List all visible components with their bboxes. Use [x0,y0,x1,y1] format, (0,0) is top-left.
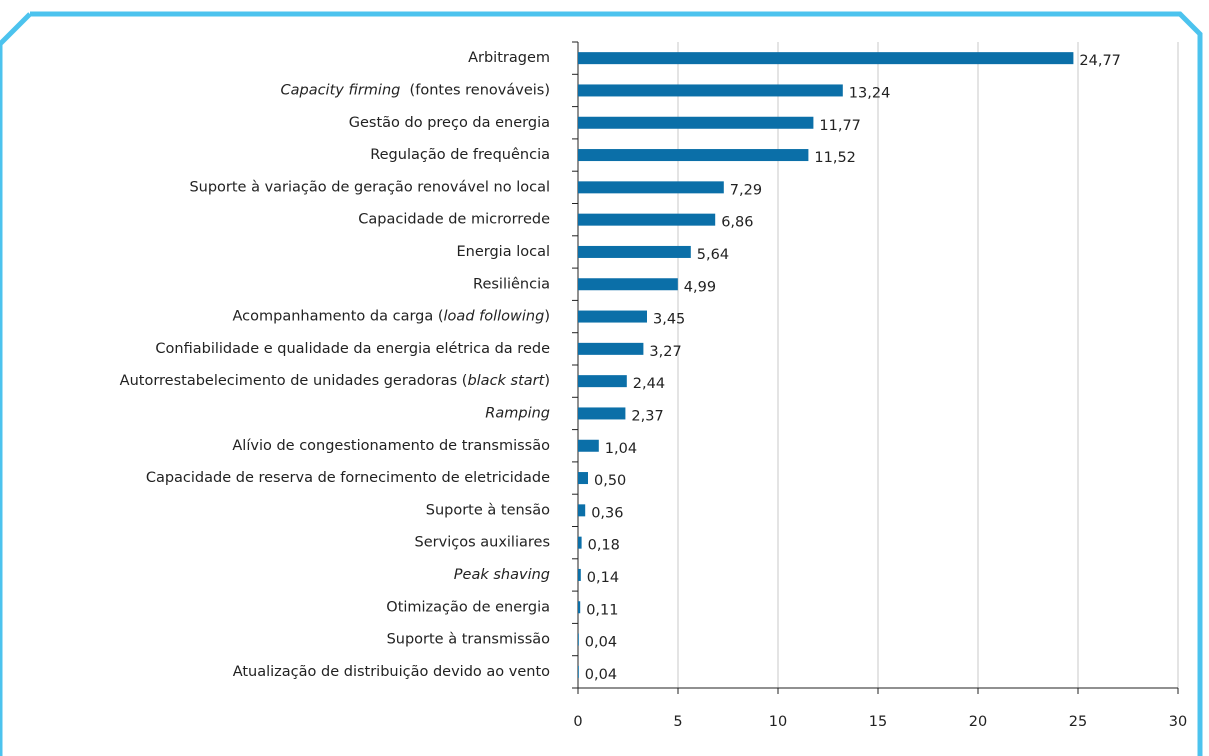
data-label: 0,14 [587,570,619,586]
data-label: 2,37 [631,408,663,424]
data-label: 1,04 [605,441,637,457]
bar [578,375,627,388]
bar [578,213,716,226]
data-label: 0,50 [594,473,626,489]
bar [578,116,814,129]
y-tick-label: Suporte à tensão [426,502,550,518]
y-tick-label: Gestão do preço da energia [349,115,550,131]
y-tick-label: Otimização de energia [386,599,550,615]
data-label: 0,18 [588,538,620,554]
y-tick-label: Capacity firming (fontes renováveis) [280,82,550,98]
label-part: ) [544,373,550,389]
y-tick-label: Regulação de frequência [370,147,550,163]
x-tick-label: 20 [969,714,987,730]
y-tick-label: Ramping [485,405,550,421]
y-tick-label: Peak shaving [454,567,550,583]
y-tick-label: Autorrestabelecimento de unidades gerado… [120,373,550,389]
data-label: 3,45 [653,312,685,328]
bar [578,568,581,581]
data-label: 7,29 [730,182,762,198]
label-part: black start [467,373,545,389]
bar [578,472,588,485]
data-label: 5,64 [697,247,729,263]
label-part: Capacity firming [280,82,400,98]
bar [578,439,599,452]
x-tick-label: 25 [1069,714,1087,730]
data-label: 11,77 [819,118,861,134]
y-tick-label: Capacidade de reserva de fornecimento de… [146,470,550,486]
bar [578,342,644,355]
x-tick-label: 30 [1169,714,1187,730]
y-tick-label: Suporte à variação de geração renovável … [189,179,550,195]
y-tick-label: Atualização de distribuição devido ao ve… [233,664,550,680]
label-part: ) [544,309,550,325]
bar [578,536,582,549]
x-tick-label: 15 [869,714,887,730]
data-label: 11,52 [814,150,856,166]
data-label: 13,24 [849,85,891,101]
data-label: 3,27 [649,344,681,360]
y-tick-label: Resiliência [473,276,550,292]
y-tick-label: Arbitragem [468,50,550,66]
bar [578,310,647,323]
label-part: Ramping [485,405,550,421]
label-part: Acompanhamento da carga ( [233,309,444,325]
bar [578,504,586,517]
bar [578,278,678,291]
bar [578,84,843,97]
data-label: 2,44 [633,376,665,392]
label-part: load following [444,309,545,325]
y-tick-label: Confiabilidade e qualidade da energia el… [155,341,550,357]
data-label: 0,11 [586,602,618,618]
label-part: Autorrestabelecimento de unidades gerado… [120,373,468,389]
y-tick-label: Energia local [457,244,551,260]
y-tick-label: Serviços auxiliares [415,535,550,551]
x-tick-label: 10 [769,714,787,730]
data-label: 0,04 [585,635,617,651]
bar [578,407,626,420]
data-label: 4,99 [684,279,716,295]
x-tick-label: 0 [573,714,582,730]
bar [578,181,724,194]
y-tick-label: Acompanhamento da carga (load following) [233,309,550,325]
y-tick-label: Suporte à transmissão [387,632,551,648]
x-tick-label: 5 [673,714,682,730]
data-label: 6,86 [721,215,753,231]
bar [578,52,1074,65]
bar [578,149,809,162]
data-label: 0,04 [585,667,617,683]
bar [578,633,579,646]
label-part: (fontes renováveis) [400,82,550,98]
label-part: Peak shaving [454,567,550,583]
data-label: 24,77 [1079,53,1121,69]
y-tick-label: Alívio de congestionamento de transmissã… [232,438,550,454]
bar [578,245,691,258]
bar [578,665,579,678]
frame [0,11,1203,756]
bar [578,601,581,614]
y-tick-label: Capacidade de microrrede [358,212,550,228]
data-label: 0,36 [591,505,623,521]
